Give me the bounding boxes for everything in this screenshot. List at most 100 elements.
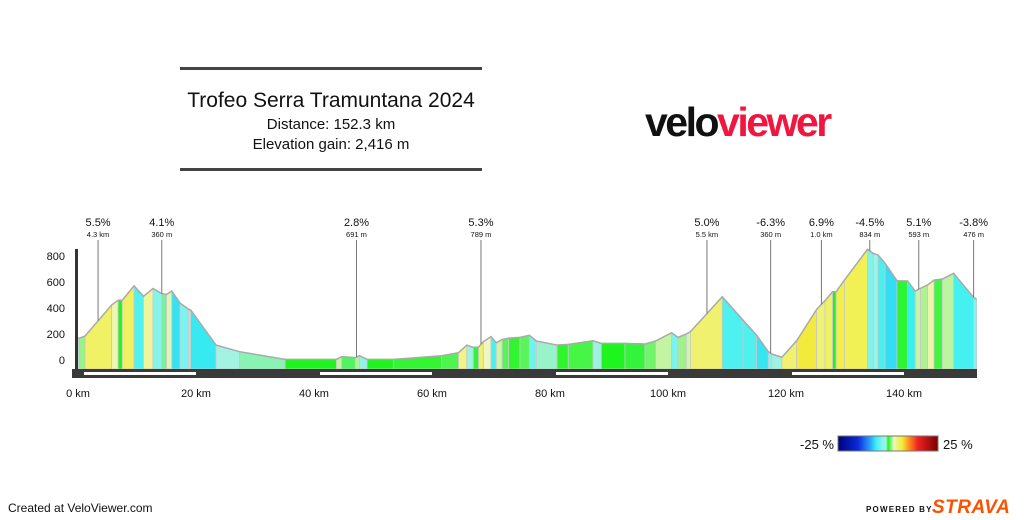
profile-segment	[920, 284, 928, 370]
profile-segment	[466, 344, 474, 370]
y-tick-label: 400	[47, 303, 65, 315]
annotation-gradient: 5.1%	[906, 217, 931, 229]
profile-segment	[914, 287, 921, 370]
logo-velo: velo	[645, 99, 718, 145]
x-tick-label: 20 km	[181, 388, 211, 400]
legend-min-label: -25 %	[800, 437, 834, 452]
annotation-length: 360 m	[760, 230, 781, 239]
x-tick-label: 0 km	[66, 388, 90, 400]
profile-segment	[600, 342, 626, 370]
elevation-gain-label: Elevation gain: 2,416 m	[253, 136, 410, 153]
created-at-label: Created at VeloViewer.com	[8, 501, 153, 515]
route-title: Trofeo Serra Tramuntana 2024	[187, 89, 475, 112]
profile-segment	[690, 295, 723, 370]
gradient-legend: -25 % 25 %	[800, 435, 973, 452]
profile-segment	[655, 332, 672, 370]
profile-segment	[824, 290, 834, 370]
profile-segment	[941, 272, 954, 370]
profile-segment	[685, 330, 691, 370]
strava-logo: STRAVA	[932, 497, 1010, 518]
profile-segment	[953, 272, 975, 370]
annotation-length: 834 m	[859, 230, 880, 239]
elevation-profile	[77, 248, 977, 370]
profile-segment	[844, 248, 868, 370]
profile-segment	[835, 278, 845, 370]
profile-segment	[877, 253, 886, 370]
annotation-gradient: 5.0%	[694, 217, 719, 229]
annotation-gradient: 5.5%	[86, 217, 111, 229]
title-rule-bottom	[180, 168, 482, 171]
profile-segment	[624, 342, 646, 370]
profile-segment	[832, 291, 837, 370]
title-block: Trofeo Serra Tramuntana 2024 Distance: 1…	[180, 67, 482, 171]
annotation-length: 691 m	[346, 230, 367, 239]
profile-segment	[872, 252, 879, 370]
profile-segment	[472, 346, 480, 370]
profile-segment	[927, 279, 935, 370]
annotation-length: 1.0 km	[810, 230, 833, 239]
distance-bar-stripe	[320, 372, 432, 375]
annotation-gradient: 4.1%	[149, 217, 174, 229]
profile-segment	[179, 302, 189, 370]
annotation-length: 360 m	[151, 230, 172, 239]
profile-segment	[756, 333, 769, 370]
x-tick-labels: 0 km 20 km 40 km 60 km 80 km 100 km 120 km 140 …	[66, 388, 922, 400]
profile-segment	[111, 299, 119, 370]
profile-segment	[152, 287, 163, 370]
annotation-gradient: -6.3%	[756, 217, 785, 229]
annotation-gradient: 2.8%	[344, 217, 369, 229]
profile-segment	[166, 290, 173, 370]
annotation-gradient: 5.3%	[468, 217, 493, 229]
x-tick-label: 60 km	[417, 388, 447, 400]
profile-segment	[592, 340, 602, 370]
profile-segment	[567, 340, 594, 370]
profile-segment	[896, 280, 908, 370]
annotation-length: 4.3 km	[87, 230, 110, 239]
svg-text:veloviewer: veloviewer	[645, 99, 832, 145]
distance-bar-stripe	[556, 372, 668, 375]
annotation-gradient: -4.5%	[855, 217, 884, 229]
annotation-gradient: 6.9%	[809, 217, 834, 229]
legend-max-label: 25 %	[943, 437, 973, 452]
distance-bar	[72, 369, 977, 378]
profile-segment	[341, 356, 356, 370]
logo-viewer: viewer	[717, 99, 832, 145]
profile-segment	[519, 334, 530, 370]
y-tick-label: 800	[47, 251, 65, 263]
profile-segment	[933, 278, 943, 370]
profile-segment	[677, 333, 687, 370]
veloviewer-logo: veloviewer	[645, 99, 835, 145]
x-tick-label: 100 km	[650, 388, 686, 400]
distance-label: Distance: 152.3 km	[267, 116, 395, 133]
y-tick-label: 200	[47, 329, 65, 341]
profile-segment	[284, 358, 337, 370]
profile-segment	[508, 336, 521, 370]
profile-segment	[536, 340, 558, 370]
profile-segment	[495, 338, 503, 370]
profile-segment	[973, 296, 977, 370]
distance-bar-stripes	[84, 372, 904, 375]
profile-segment	[171, 289, 181, 370]
annotation-gradient: -3.8%	[959, 217, 988, 229]
profile-segment	[644, 340, 657, 370]
profile-segment	[907, 279, 916, 370]
annotation-length: 5.5 km	[696, 230, 719, 239]
x-tick-label: 140 km	[886, 388, 922, 400]
profile-segment	[671, 331, 679, 370]
profile-segment	[117, 299, 123, 370]
profile-segment	[239, 351, 286, 370]
powered-by-label: POWERED BY	[866, 505, 933, 514]
distance-bar-stripe	[792, 372, 904, 375]
title-rule-top	[180, 67, 482, 70]
profile-outline	[77, 248, 977, 361]
profile-segment	[161, 293, 167, 370]
y-tick-labels: 0 200 400 600 800	[47, 251, 65, 367]
annotation-length: 789 m	[471, 230, 492, 239]
climb-annotations: 5.5%4.3 km4.1%360 m2.8%691 m5.3%789 m5.0…	[86, 217, 988, 358]
profile-segment	[556, 343, 569, 370]
profile-segment	[133, 284, 144, 370]
profile-segment	[366, 358, 395, 370]
x-tick-label: 80 km	[535, 388, 565, 400]
profile-segment	[143, 287, 154, 370]
